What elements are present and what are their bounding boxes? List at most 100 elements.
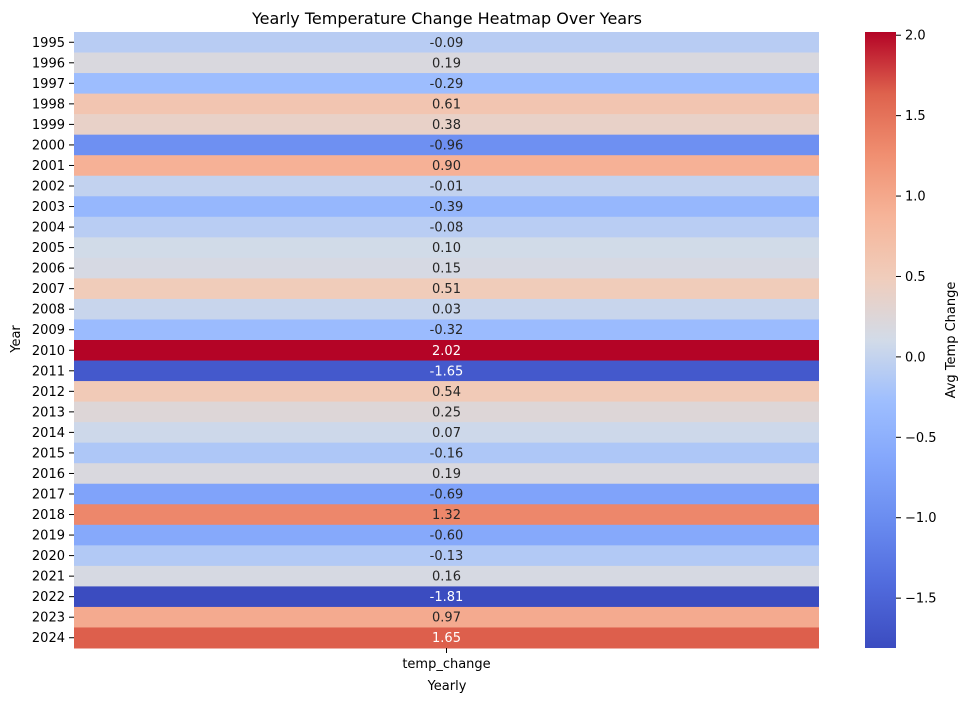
heatmap-cell <box>74 360 819 382</box>
heatmap-cell <box>74 257 819 279</box>
heatmap-cell <box>74 216 819 238</box>
heatmap-cell <box>74 32 819 54</box>
heatmap-cell <box>74 565 819 587</box>
cell-value-label: -0.09 <box>430 36 464 51</box>
colorbar-tick-label: 1.5 <box>905 109 926 124</box>
colorbar-tick-label: −0.5 <box>905 431 937 446</box>
cell-value-label: -0.29 <box>430 77 464 92</box>
heatmap-cell <box>74 401 819 423</box>
cell-value-label: -0.32 <box>430 323 464 338</box>
heatmap-cells: -0.09 0.19 -0.29 0.61 0.38 -0.96 0.90 -0.01 -0.3… <box>74 32 819 649</box>
y-tick-label: 2017 <box>32 488 65 503</box>
heatmap-cell <box>74 545 819 567</box>
heatmap-cell <box>74 278 819 300</box>
colorbar-tick-label: 0.5 <box>905 270 926 285</box>
cell-value-label: -1.65 <box>430 364 464 379</box>
cell-value-label: -0.60 <box>430 529 464 544</box>
cell-value-label: -0.16 <box>430 446 464 461</box>
y-tick-label: 2023 <box>32 611 65 626</box>
cell-value-label: -0.08 <box>430 221 464 236</box>
cell-value-label: 0.10 <box>432 241 461 256</box>
colorbar <box>865 32 896 648</box>
colorbar-tick-label: −1.0 <box>905 511 937 526</box>
heatmap-cell <box>74 52 819 74</box>
colorbar-tick-label: 2.0 <box>905 29 926 44</box>
y-axis-label: Year <box>9 325 24 354</box>
y-tick-label: 2020 <box>32 549 65 564</box>
heatmap-cell <box>74 524 819 546</box>
heatmap-cell <box>74 483 819 505</box>
cell-value-label: 0.19 <box>432 56 461 71</box>
cell-value-label: -0.01 <box>430 180 464 195</box>
cell-value-label: -0.96 <box>430 138 464 153</box>
x-axis-label: Yearly <box>427 679 467 694</box>
heatmap-cell <box>74 586 819 608</box>
y-tick-label: 2006 <box>32 262 65 277</box>
heatmap-cell <box>74 606 819 628</box>
cell-value-label: 0.90 <box>432 159 461 174</box>
y-tick-label: 2010 <box>32 344 65 359</box>
y-tick-label: 2022 <box>32 590 65 605</box>
heatmap-cell <box>74 627 819 649</box>
y-tick-label: 2008 <box>32 303 65 318</box>
colorbar-tick-label: 1.0 <box>905 190 926 205</box>
y-tick-label: 2001 <box>32 159 65 174</box>
colorbar-ticks: −1.5 −1.0 −0.5 0.0 0.5 1.0 1.5 2.0 <box>896 29 937 607</box>
y-tick-label: 2003 <box>32 200 65 215</box>
y-tick-label: 2016 <box>32 467 65 482</box>
y-tick-label: 2024 <box>32 631 65 646</box>
heatmap-cell <box>74 319 819 341</box>
heatmap-cell <box>74 93 819 115</box>
heatmap-cell <box>74 340 819 362</box>
heatmap-cell <box>74 442 819 464</box>
cell-value-label: 0.07 <box>432 426 461 441</box>
y-tick-label: 2000 <box>32 138 65 153</box>
x-tick-label: temp_change <box>402 657 490 672</box>
cell-value-label: -0.39 <box>430 200 464 215</box>
y-tick-label: 2015 <box>32 446 65 461</box>
cell-value-label: 0.61 <box>432 97 461 112</box>
cell-value-label: 0.15 <box>432 262 461 277</box>
cell-value-label: -0.69 <box>430 488 464 503</box>
cell-value-label: 1.65 <box>432 631 461 646</box>
y-tick-label: 1996 <box>32 56 65 71</box>
y-tick-label: 2007 <box>32 282 65 297</box>
y-tick-label: 2011 <box>32 364 65 379</box>
cell-value-label: 0.03 <box>432 303 461 318</box>
y-tick-label: 2004 <box>32 221 65 236</box>
colorbar-tick-label: −1.5 <box>905 592 937 607</box>
y-tick-label: 2021 <box>32 570 65 585</box>
y-tick-label: 2002 <box>32 180 65 195</box>
heatmap-cell <box>74 237 819 259</box>
heatmap-cell <box>74 73 819 95</box>
cell-value-label: 0.51 <box>432 282 461 297</box>
y-tick-label: 2009 <box>32 323 65 338</box>
cell-value-label: 0.16 <box>432 570 461 585</box>
cell-value-label: -1.81 <box>430 590 464 605</box>
heatmap-cell <box>74 504 819 526</box>
heatmap-cell <box>74 298 819 320</box>
colorbar-tick-label: 0.0 <box>905 350 926 365</box>
cell-value-label: 0.19 <box>432 467 461 482</box>
heatmap-cell <box>74 175 819 197</box>
y-tick-label: 2019 <box>32 529 65 544</box>
y-tick-label: 1999 <box>32 118 65 133</box>
heatmap-cell <box>74 196 819 218</box>
heatmap-cell <box>74 381 819 403</box>
heatmap-cell <box>74 422 819 444</box>
colorbar-label: Avg Temp Change <box>944 282 959 399</box>
chart-title: Yearly Temperature Change Heatmap Over Y… <box>251 9 642 28</box>
cell-value-label: 0.38 <box>432 118 461 133</box>
y-tick-label: 2005 <box>32 241 65 256</box>
cell-value-label: 2.02 <box>432 344 461 359</box>
y-axis-ticks: 1995 1996 1997 1998 1999 2000 2001 2002 2003 2004… <box>32 36 74 646</box>
heatmap-cell <box>74 463 819 485</box>
y-tick-label: 1997 <box>32 77 65 92</box>
heatmap-cell <box>74 155 819 177</box>
x-axis-ticks: temp_change <box>402 648 491 672</box>
y-tick-label: 2014 <box>32 426 65 441</box>
y-tick-label: 2013 <box>32 405 65 420</box>
y-tick-label: 1998 <box>32 97 65 112</box>
y-tick-label: 2018 <box>32 508 65 523</box>
